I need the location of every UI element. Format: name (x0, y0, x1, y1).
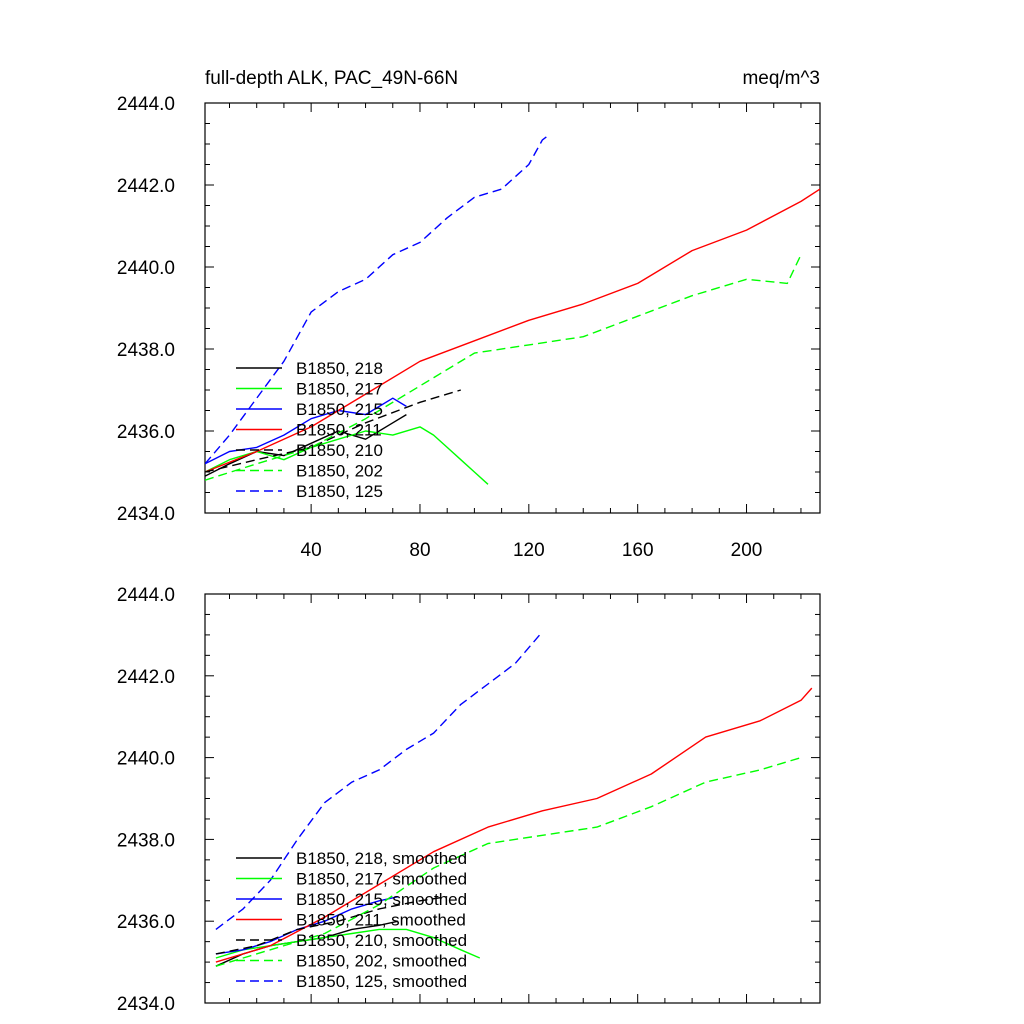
legend-label: B1850, 218 (296, 359, 383, 378)
x-tick-label: 40 (301, 540, 322, 561)
y-tick-label: 2440.0 (117, 749, 175, 770)
legend-label: B1850, 217 (296, 380, 383, 399)
legend-label: B1850, 125 (296, 482, 383, 501)
y-tick-label: 2444.0 (117, 585, 175, 606)
legend-label: B1850, 202, smoothed (296, 952, 467, 971)
y-tick-label: 2434.0 (117, 504, 175, 525)
series-line-b1850-211-smoothed (215, 687, 813, 963)
series-line-b1850-202-smoothed (215, 756, 802, 967)
raw-alkalinity-panel: 2434.0 2436.0 2438.0 2440.0 2442.0 2444.0 40 80… (117, 94, 821, 561)
series-line-b1850-125 (205, 135, 549, 465)
legend-label: B1850, 215 (296, 400, 383, 419)
series-line-b1850-217 (205, 426, 489, 485)
x-tick-label: 200 (731, 540, 763, 561)
x-tick-label: 120 (513, 540, 545, 561)
x-tick-label: 80 (409, 540, 430, 561)
series-line-b1850-125-smoothed (215, 634, 541, 930)
series-lines (205, 135, 820, 485)
legend-label: B1850, 125, smoothed (296, 972, 467, 991)
smoothed-alkalinity-panel: 2434.0 2436.0 2438.0 2440.0 2442.0 2444.0 B185… (117, 585, 821, 1015)
y-tick-label: 2442.0 (117, 667, 175, 688)
legend-label: B1850, 202 (296, 462, 383, 481)
y-tick-label: 2442.0 (117, 176, 175, 197)
legend-label: B1850, 211, smoothed (296, 911, 466, 930)
figure-title: full-depth ALK, PAC_49N-66N (205, 68, 458, 89)
series-line-b1850-211 (205, 188, 820, 473)
series-lines (215, 634, 813, 967)
series-line-b1850-202 (205, 254, 802, 481)
y-tick-label: 2436.0 (117, 912, 175, 933)
units-label: meq/m^3 (742, 68, 820, 89)
series-line-b1850-218 (205, 414, 407, 477)
y-tick-label: 2438.0 (117, 340, 175, 361)
y-tick-label: 2440.0 (117, 258, 175, 279)
y-tick-label: 2436.0 (117, 422, 175, 443)
legend-label: B1850, 217, smoothed (296, 870, 467, 889)
legend-label: B1850, 210, smoothed (296, 931, 467, 950)
legend-label: B1850, 215, smoothed (296, 890, 467, 909)
y-tick-label: 2434.0 (117, 994, 175, 1015)
legend: B1850, 218, smoothed B1850, 217, smoothed… (236, 849, 467, 991)
y-tick-label: 2444.0 (117, 94, 175, 115)
series-line-b1850-210-smoothed (215, 896, 448, 955)
x-tick-label: 160 (622, 540, 654, 561)
series-line-b1850-210 (205, 389, 462, 473)
legend-label: B1850, 210 (296, 441, 383, 460)
series-line-b1850-215-smoothed (215, 896, 399, 955)
legend-label: B1850, 218, smoothed (296, 849, 467, 868)
legend-label: B1850, 211 (296, 421, 382, 440)
y-tick-label: 2438.0 (117, 830, 175, 851)
series-line-b1850-217-smoothed (215, 928, 481, 959)
